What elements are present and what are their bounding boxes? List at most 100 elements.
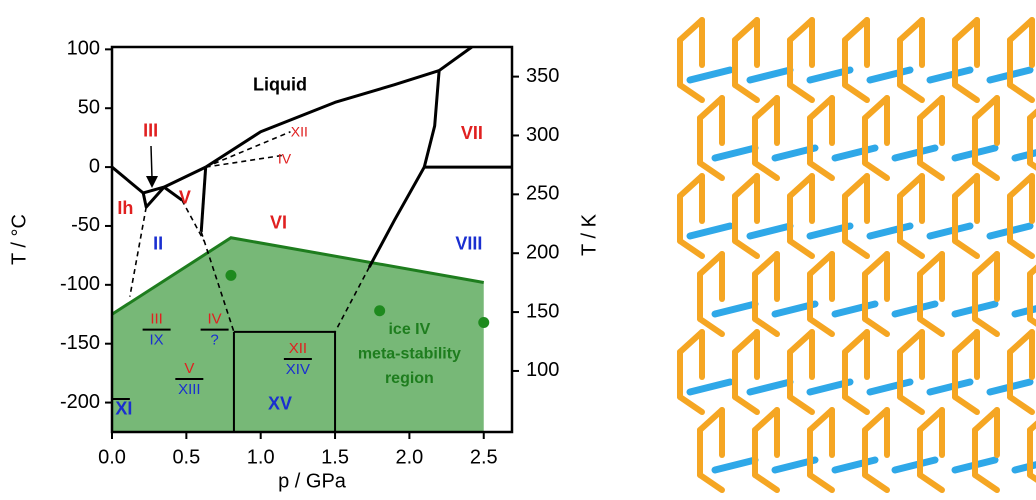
data-point [374,305,385,316]
bond [715,304,755,314]
y-tick-label: 50 [78,97,100,119]
bond [895,148,935,158]
region-label: VI [270,212,287,232]
bond [920,475,942,490]
bond [955,20,977,40]
bond [680,176,702,196]
bond [735,20,757,40]
y2-tick-label: 350 [526,65,559,87]
bond [680,332,702,352]
bond [690,70,730,80]
bond [1010,332,1032,352]
arrow-head [146,176,158,188]
data-point [225,270,236,281]
bond [870,70,910,80]
y-tick-label: -100 [60,273,100,295]
bond [1030,475,1036,490]
x-axis-label: p / GPa [278,470,347,492]
bond [790,20,812,40]
fraction-bottom: XIII [178,381,201,398]
fraction-top: V [184,360,194,377]
region-label: Ih [117,198,133,218]
bond [845,20,867,40]
y-axis-label: T / °C [8,214,30,265]
bond [750,382,790,392]
bond [845,332,867,352]
phase-boundary [369,167,424,267]
phase-boundary [130,207,146,296]
region-label: XI [115,398,132,418]
region-label: ice IV [388,321,430,338]
bond [930,226,970,236]
bond [975,475,997,490]
bond [810,475,832,490]
bond [895,304,935,314]
bond [870,382,910,392]
bond [735,176,757,196]
y-tick-label: -50 [71,214,100,236]
bond [930,70,970,80]
bond [735,397,757,412]
bond [790,85,812,100]
crystal-structure-image [680,20,1036,490]
fraction-top: XII [289,340,307,357]
region-label: III [143,121,158,141]
fraction-bottom: ? [210,332,218,349]
bond [955,241,977,256]
region-label: XII [291,124,308,140]
fraction-bottom: IX [150,332,164,349]
bond [1010,176,1032,196]
region-label: VII [461,123,483,143]
bond [750,226,790,236]
bond [900,85,922,100]
bond [1010,20,1032,40]
bond [790,176,812,196]
figure: LiquidIIIIhVIIVIVIIVIIIXIXVXIIIVice IVme… [0,0,1036,495]
fraction-top: III [150,311,163,328]
x-tick-label: 0.0 [98,446,126,468]
y-tick-label: 0 [89,155,100,177]
bond [790,332,812,352]
bond [900,332,922,352]
region-label: meta-stability [358,346,461,363]
region-label: Liquid [253,75,307,95]
region-label: IV [278,151,292,167]
bond [900,20,922,40]
bond [955,176,977,196]
bond [680,241,702,256]
bond [845,85,867,100]
y2-tick-label: 250 [526,183,559,205]
bond [680,20,702,40]
bond [690,226,730,236]
bond [1010,397,1032,412]
y-tick-label: 100 [67,38,100,60]
bond [680,397,702,412]
region-label: region [385,370,434,387]
bond [790,397,812,412]
fraction-top: IV [208,311,222,328]
bond [895,460,935,470]
y2-tick-label: 150 [526,300,559,322]
x-tick-label: 1.0 [247,446,275,468]
bond [955,85,977,100]
phase-boundary [112,167,143,193]
x-tick-label: 1.5 [321,446,349,468]
y2-tick-label: 200 [526,241,559,263]
bond [835,460,875,470]
bond [735,85,757,100]
bond [715,148,755,158]
bond [1010,85,1032,100]
bond [900,241,922,256]
phase-boundary [201,167,205,232]
bond [1010,241,1032,256]
y-tick-label: -150 [60,332,100,354]
x-tick-label: 0.5 [172,446,200,468]
x-tick-label: 2.5 [470,446,498,468]
region-label: V [179,188,191,208]
x-tick-label: 2.0 [395,446,423,468]
bond [955,332,977,352]
phase-boundary [439,47,472,71]
bond [845,397,867,412]
bond [955,397,977,412]
region-label: II [153,234,163,254]
